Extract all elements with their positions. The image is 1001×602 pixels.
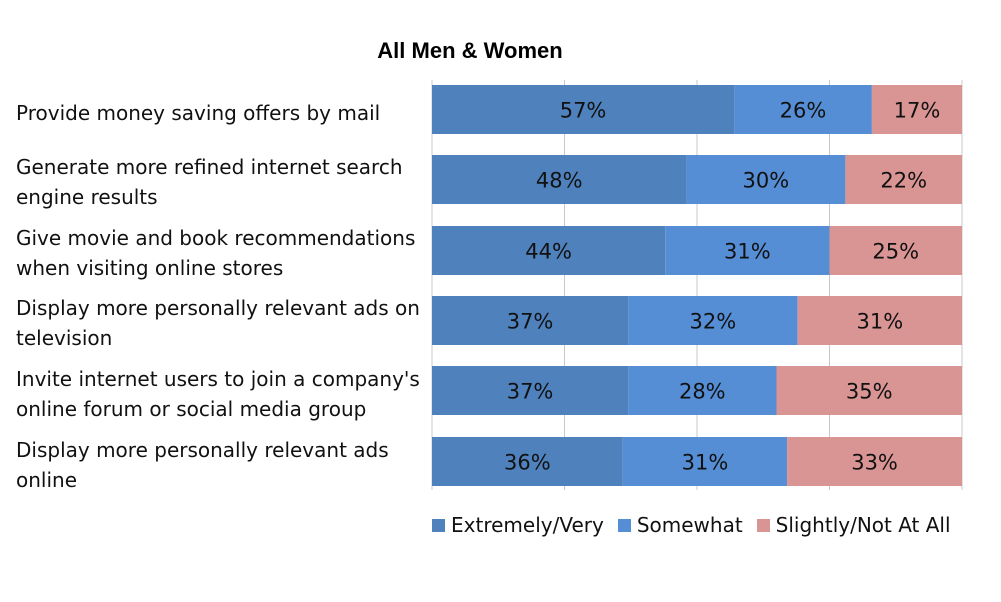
data-label: 36%	[504, 451, 551, 475]
bar-segment	[845, 155, 962, 204]
bar-segment	[686, 155, 846, 204]
data-label: 35%	[846, 380, 893, 404]
legend-item-extremely-very: Extremely/Very	[432, 513, 604, 537]
category-label: Display more personally relevant ads onl…	[16, 438, 389, 492]
bar-segment	[871, 85, 962, 134]
data-label: 37%	[507, 380, 554, 404]
category-label: Display more personally relevant ads on …	[16, 296, 420, 350]
chart-title: All Men & Women	[377, 38, 563, 63]
legend-item-somewhat: Somewhat	[617, 513, 743, 537]
data-label: 48%	[536, 169, 583, 193]
category-label: Provide money saving offers by mail	[16, 101, 381, 125]
bar-segment	[665, 226, 830, 275]
category-label: Give movie and book recommendations when…	[16, 226, 416, 280]
data-label: 44%	[525, 240, 572, 264]
bar-segment	[829, 226, 962, 275]
data-label: 31%	[857, 310, 904, 334]
data-label: 31%	[724, 240, 771, 264]
bar-segment	[432, 296, 629, 345]
data-label: 33%	[851, 451, 898, 475]
bar-segment	[432, 155, 687, 204]
bar-segment	[432, 366, 629, 415]
category-label: Invite internet users to join a company'…	[16, 367, 420, 421]
bar-segment	[622, 437, 788, 486]
data-label: 25%	[872, 240, 919, 264]
data-label: 32%	[690, 310, 737, 334]
bar-segment	[787, 437, 962, 486]
data-label: 30%	[743, 169, 790, 193]
bar-segment	[432, 226, 666, 275]
data-label: 57%	[560, 99, 607, 123]
data-label: 26%	[780, 99, 827, 123]
legend: Extremely/Very Somewhat Slightly/Not At …	[432, 513, 965, 537]
legend-label: Somewhat	[636, 513, 743, 537]
legend-item-slightly-not-at-all: Slightly/Not At All	[756, 513, 951, 537]
legend-swatch	[617, 518, 631, 532]
bar-segment	[776, 366, 962, 415]
data-label: 37%	[507, 310, 554, 334]
data-label: 22%	[880, 169, 927, 193]
bar-segment	[628, 296, 798, 345]
legend-label: Extremely/Very	[451, 513, 604, 537]
bar-segment	[628, 366, 777, 415]
data-label: 28%	[679, 380, 726, 404]
bar-segment	[734, 85, 872, 134]
legend-label: Slightly/Not At All	[775, 513, 951, 537]
bar-segment	[797, 296, 962, 345]
data-label: 17%	[894, 99, 941, 123]
legend-swatch	[432, 518, 445, 532]
bar-segment	[432, 85, 735, 134]
legend-swatch	[756, 518, 770, 532]
category-label: Generate more refined internet search en…	[16, 155, 403, 209]
bar-segment	[432, 437, 623, 486]
data-label: 31%	[682, 451, 729, 475]
